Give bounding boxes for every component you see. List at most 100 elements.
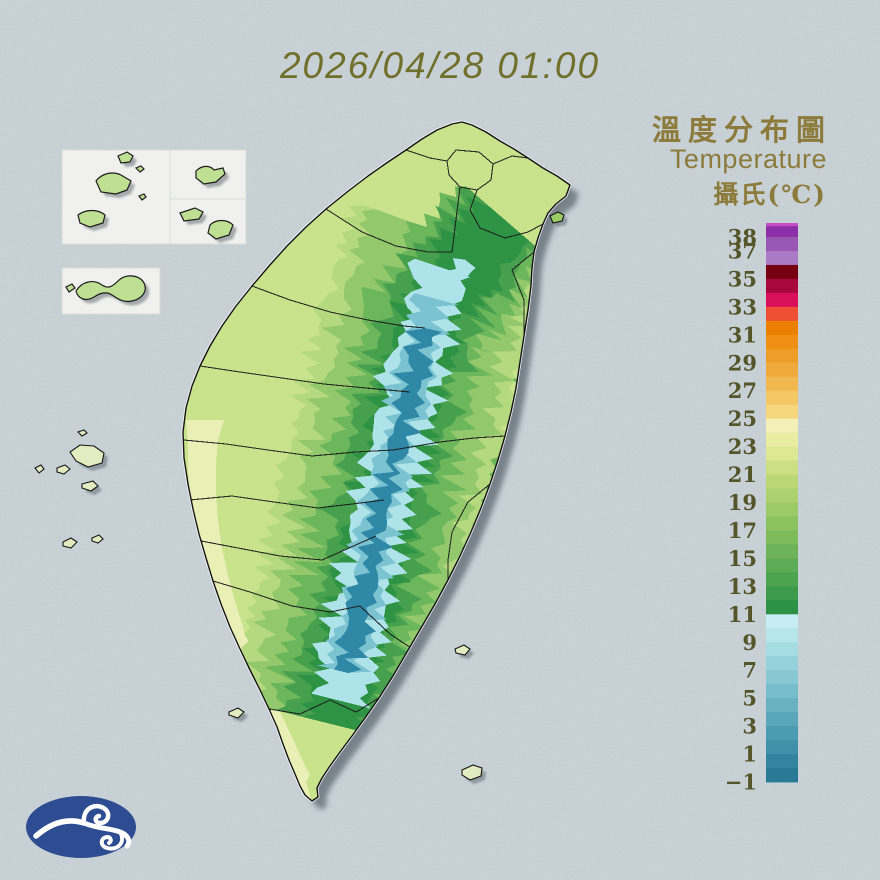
legend-color-step: [766, 768, 798, 783]
unit-label: 攝氏(℃): [713, 180, 827, 209]
legend-color-step: [766, 684, 798, 699]
legend-color-step: [766, 432, 798, 448]
offshore-islands: [34, 211, 565, 781]
timestamp: 2026/04/28 01:00: [279, 45, 600, 86]
penghu-islet-2: [81, 480, 99, 492]
cwb-logo-cloud-swirl-icon: [33, 803, 132, 851]
inset-islands: [65, 151, 234, 303]
legend-color-step: [766, 642, 798, 657]
penghu-islet-5: [62, 537, 78, 549]
penghu-islet-1: [56, 464, 71, 475]
legend-color-step: [766, 726, 798, 741]
legend-color-step: [766, 376, 798, 392]
liuqiu-island: [228, 707, 245, 719]
dongyin-island: [195, 165, 226, 185]
temperature-band: [334, 328, 443, 674]
wuqiu-island-2: [207, 219, 234, 240]
legend-color-step: [766, 460, 798, 475]
legend-label: 23: [728, 434, 757, 459]
legend-color-step: [766, 320, 798, 336]
legend-label: 27: [728, 378, 757, 403]
legend-label: 31: [728, 322, 757, 347]
matsu-islet: [134, 165, 145, 173]
matsu-island-nangan: [95, 172, 132, 195]
legend-color-step: [766, 656, 798, 671]
legend-label: 25: [728, 406, 757, 431]
legend-label: 3: [742, 714, 757, 739]
legend-color-step: [766, 278, 798, 294]
legend-color-step: [766, 474, 798, 489]
legend-color-step: [766, 446, 798, 461]
legend-color-step: [766, 390, 798, 406]
sw-lowland: [183, 420, 312, 801]
legend-color-step: [766, 740, 798, 755]
kinmen-island: [75, 275, 146, 303]
legend-color-step: [766, 334, 798, 350]
legend-label: 35: [728, 266, 757, 291]
legend-label: 11: [728, 602, 757, 627]
legend-color-step: [766, 236, 798, 252]
kinmen-islet: [65, 283, 76, 293]
legend-label: 15: [728, 546, 757, 571]
green-island: [454, 644, 471, 656]
legend-label: 13: [728, 574, 757, 599]
legend-color-step: [766, 754, 798, 769]
coastline-outline: [182, 121, 571, 802]
legend-color-step: [766, 698, 798, 713]
title-block: 溫度分布圖 Temperature 攝氏(℃): [652, 114, 832, 209]
legend-label: 17: [728, 518, 757, 543]
legend-color-step: [766, 572, 798, 587]
orchid-island: [461, 764, 483, 781]
cwb-logo: [26, 796, 136, 858]
legend-color-step: [766, 264, 798, 280]
legend-color-step: [766, 223, 798, 238]
legend-color-step: [766, 404, 798, 420]
cwb-logo-ellipse: [26, 796, 136, 858]
map-title-zh: 溫度分布圖: [652, 114, 832, 147]
map-title-en: Temperature: [670, 144, 827, 174]
temperature-band: [434, 258, 476, 305]
legend-color-step: [766, 348, 798, 364]
penghu-islet-3: [76, 429, 88, 437]
legend-color-step: [766, 292, 798, 308]
legend-color-step: [766, 628, 798, 643]
legend-color-step: [766, 614, 798, 629]
wuqiu-island-1: [179, 207, 204, 222]
matsu-island-juguang: [77, 209, 106, 228]
legend-color-step: [766, 516, 798, 531]
legend-label: 7: [742, 658, 757, 683]
county-boundaries: [183, 149, 544, 715]
legend-label: −1: [725, 770, 757, 795]
legend-color-step: [766, 558, 798, 573]
legend-color-step: [766, 488, 798, 503]
legend-label: 33: [728, 294, 757, 319]
legend-color-step: [766, 530, 798, 545]
legend-color-step: [766, 250, 798, 266]
penghu-islet-6: [91, 534, 104, 544]
inset-box-wuqiu: [169, 198, 247, 245]
legend-label: 5: [742, 686, 757, 711]
penghu-islet-4: [34, 464, 45, 474]
legend-color-step: [766, 306, 798, 322]
legend-color-step: [766, 670, 798, 685]
legend-label: 21: [728, 462, 757, 487]
legend-label: 19: [728, 490, 757, 515]
legend-color-step: [766, 712, 798, 727]
legend-label: 9: [742, 630, 757, 655]
legend-color-step: [766, 362, 798, 378]
legend-label: 38: [728, 225, 757, 250]
legend-label: 1: [742, 742, 757, 767]
legend-label: 37: [728, 238, 757, 263]
legend-color-step: [766, 544, 798, 559]
legend-label: 29: [728, 350, 757, 375]
legend-cap: [766, 223, 798, 227]
legend-color-step: [766, 600, 798, 615]
matsu-islet-2: [138, 193, 147, 201]
penghu-main-island: [69, 444, 105, 468]
guishan-island: [549, 211, 565, 224]
matsu-island-beigan: [117, 151, 134, 164]
legend-color-step: [766, 418, 798, 434]
legend-color-step: [766, 502, 798, 517]
